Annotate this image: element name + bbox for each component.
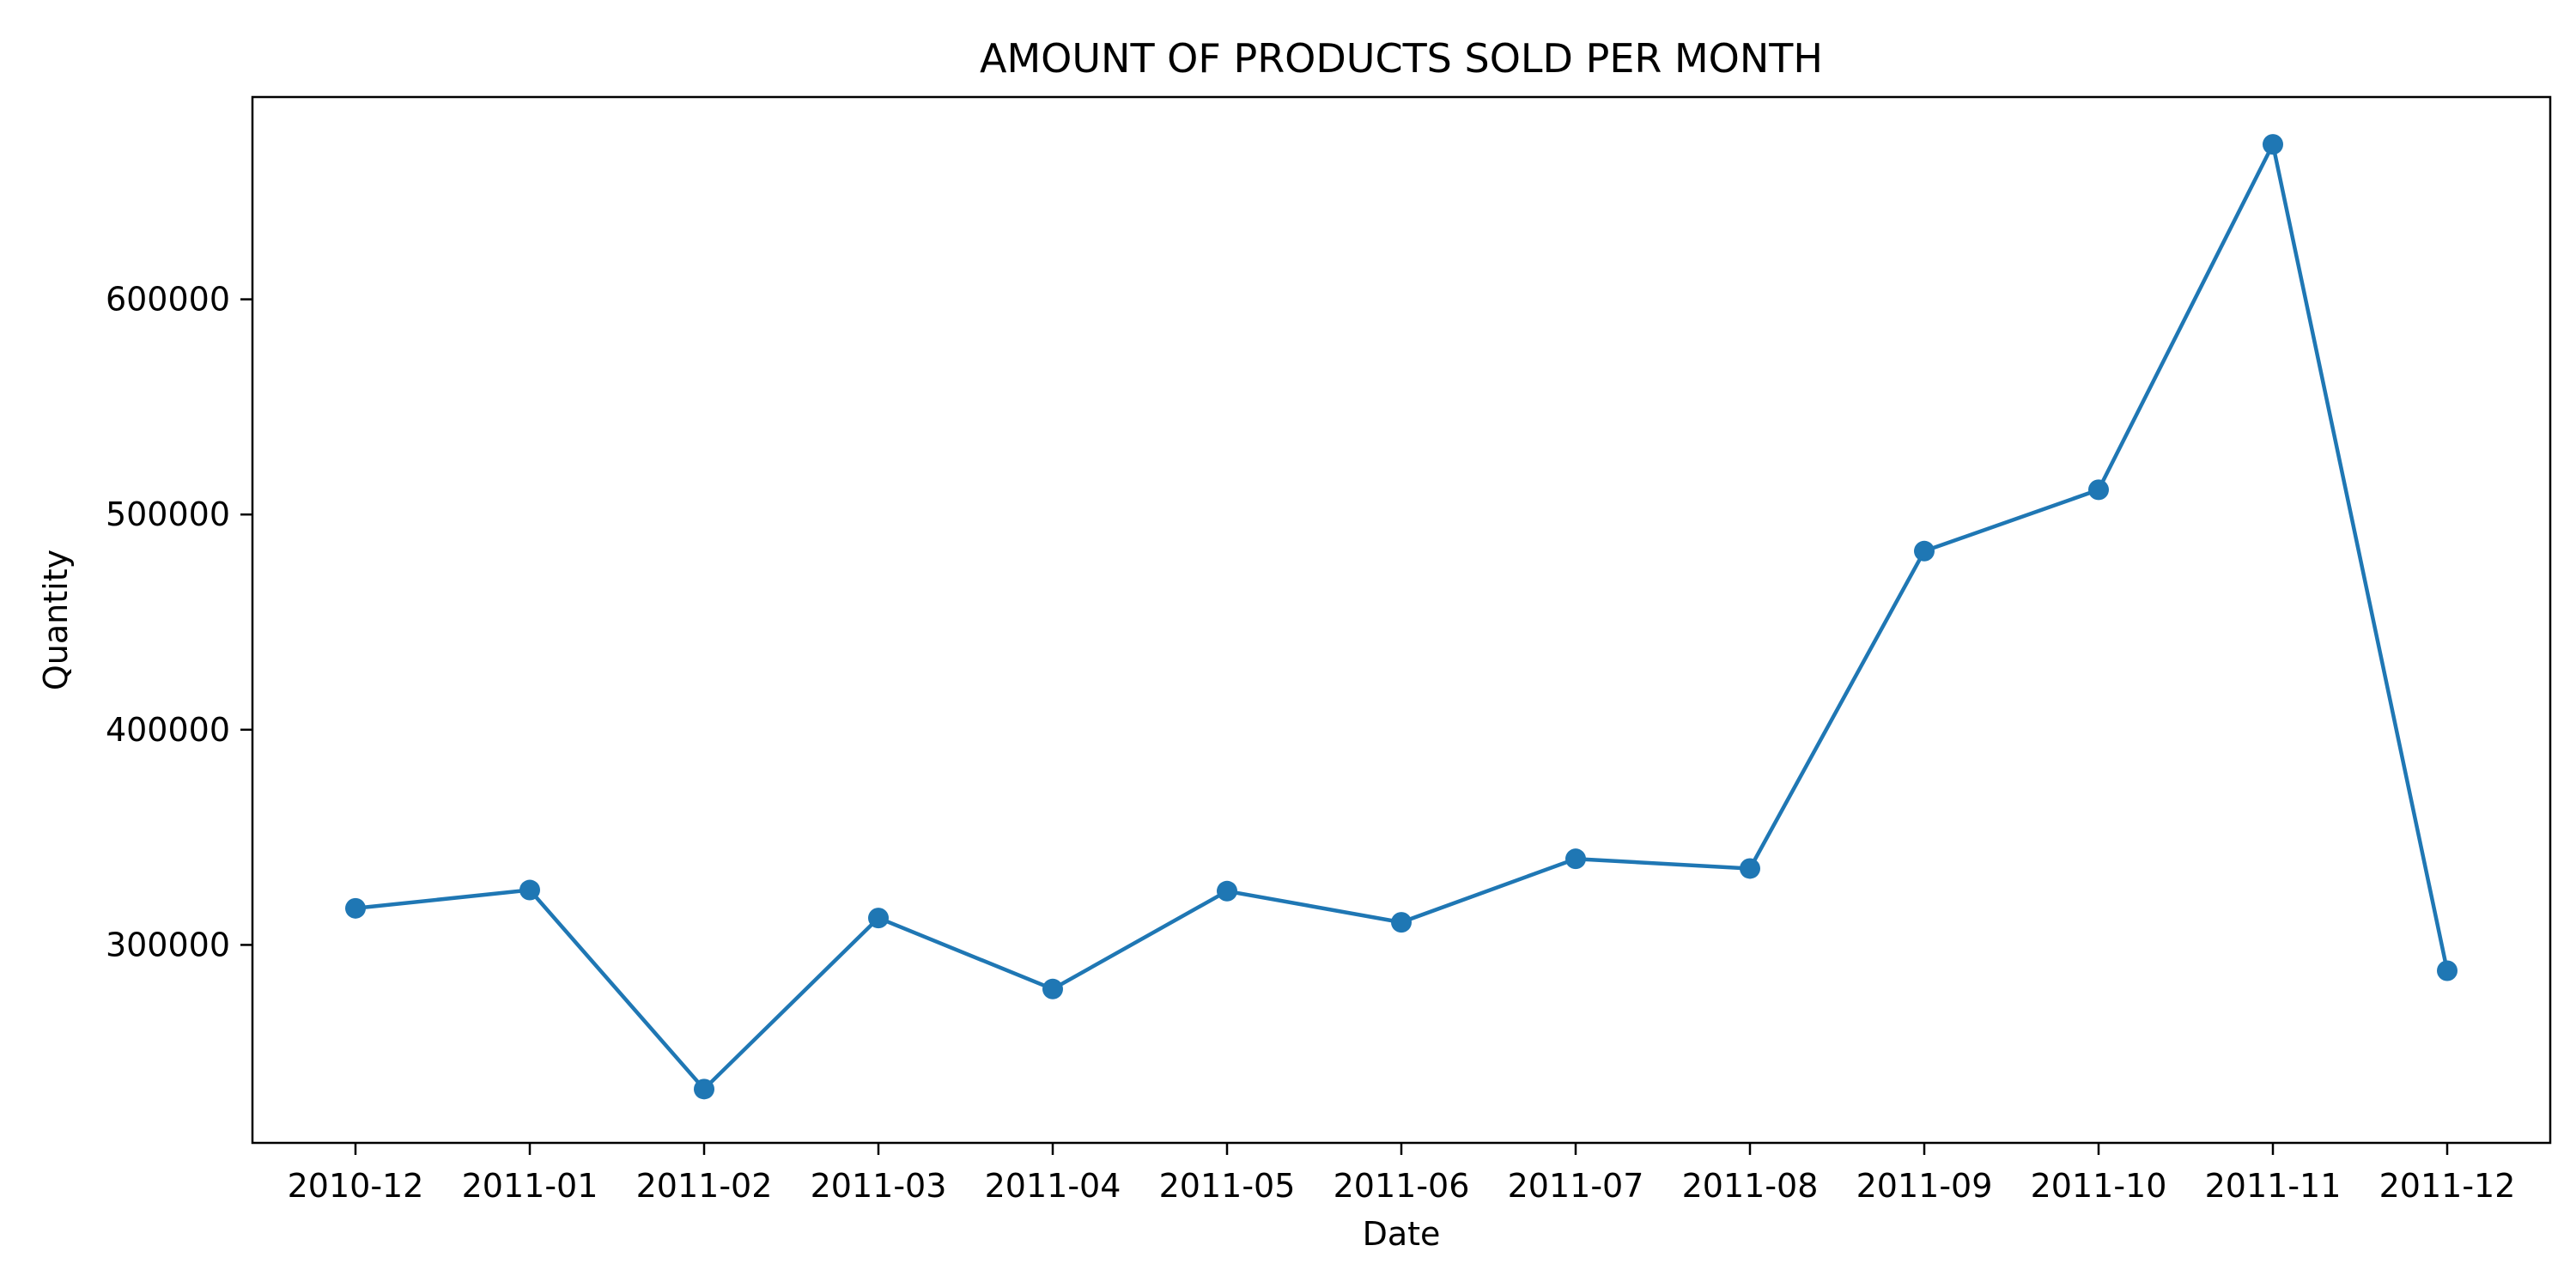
data-point (2263, 134, 2283, 155)
data-point (694, 1078, 714, 1100)
x-tick-label: 2011-11 (2205, 1167, 2342, 1205)
data-point (519, 879, 540, 901)
data-point (2437, 960, 2458, 981)
series-layer (345, 134, 2458, 1100)
y-tick-label: 500000 (106, 495, 230, 533)
x-tick-label: 2011-02 (636, 1167, 773, 1205)
x-tick-label: 2011-03 (811, 1167, 947, 1205)
x-axis: 2010-12 2011-01 2011-02 2011-03 2011-04 2011-… (288, 1143, 2516, 1205)
data-point (1914, 540, 1935, 562)
x-tick-label: 2011-12 (2379, 1167, 2516, 1205)
y-tick-label: 600000 (106, 281, 230, 319)
x-tick-label: 2011-08 (1682, 1167, 1819, 1205)
data-point (345, 897, 366, 919)
x-tick-label: 2011-04 (985, 1167, 1121, 1205)
x-tick-label: 2010-12 (288, 1167, 424, 1205)
data-point (1042, 978, 1063, 999)
x-tick-label: 2011-07 (1508, 1167, 1644, 1205)
data-point (1391, 912, 1412, 933)
data-point (2088, 479, 2109, 501)
data-point (1217, 880, 1237, 902)
y-tick-label: 400000 (106, 711, 230, 749)
data-point (868, 908, 889, 929)
plot-area: 2010-12 2011-01 2011-02 2011-03 2011-04 2011-… (106, 95, 2552, 1205)
x-tick-label: 2011-06 (1334, 1167, 1470, 1205)
chart-title: AMOUNT OF PRODUCTS SOLD PER MONTH (980, 35, 1823, 82)
x-tick-label: 2011-05 (1159, 1167, 1296, 1205)
y-axis: 300000 400000 500000 600000 (106, 281, 252, 963)
y-axis-label: Quantity (37, 550, 75, 690)
x-axis-label: Date (1363, 1215, 1441, 1253)
data-point (1565, 848, 1586, 870)
y-tick-label: 300000 (106, 926, 230, 963)
data-point (1740, 858, 1760, 879)
x-tick-label: 2011-01 (462, 1167, 598, 1205)
x-tick-label: 2011-10 (2031, 1167, 2167, 1205)
x-tick-label: 2011-09 (1856, 1167, 1993, 1205)
